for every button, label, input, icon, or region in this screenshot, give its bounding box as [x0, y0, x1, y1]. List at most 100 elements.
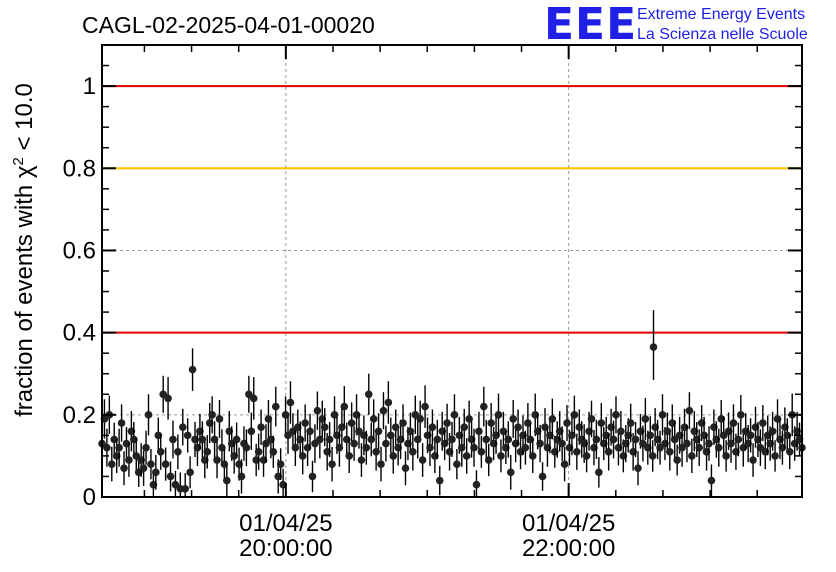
data-point — [247, 427, 256, 436]
data-point — [291, 443, 300, 452]
data-point — [298, 452, 307, 460]
data-point — [521, 443, 530, 452]
data-point — [421, 402, 429, 411]
data-point — [372, 448, 380, 456]
data-point — [695, 443, 704, 452]
data-point — [548, 415, 557, 423]
y-tick-label: 0.6 — [63, 237, 96, 264]
data-point — [482, 435, 491, 444]
data-point — [316, 435, 324, 444]
data-point — [592, 435, 601, 444]
data-point — [306, 427, 314, 436]
data-point — [475, 427, 483, 436]
data-point — [558, 439, 566, 448]
data-point — [156, 448, 165, 456]
data-point — [144, 411, 153, 419]
data-point — [771, 452, 779, 460]
data-point — [330, 411, 339, 419]
data-point — [746, 431, 755, 440]
data-point — [125, 456, 133, 464]
data-point — [658, 411, 667, 419]
data-point — [587, 415, 596, 423]
data-point — [768, 427, 777, 436]
data-point — [506, 468, 515, 477]
data-point — [648, 452, 657, 460]
data-point — [210, 435, 219, 444]
data-point — [115, 443, 123, 452]
data-point — [453, 460, 461, 468]
data-point — [573, 448, 581, 456]
data-point — [418, 456, 427, 464]
data-point — [595, 468, 603, 477]
data-point — [281, 411, 290, 419]
data-point — [497, 452, 505, 460]
data-point — [232, 435, 241, 444]
data-point — [399, 419, 407, 427]
data-point — [504, 435, 513, 444]
data-point — [465, 415, 473, 423]
data-point — [166, 472, 175, 481]
data-point — [384, 398, 393, 407]
data-point — [462, 452, 471, 460]
data-point — [120, 464, 128, 473]
data-point — [563, 419, 571, 427]
data-point — [734, 435, 743, 444]
data-point — [364, 390, 373, 399]
data-point — [286, 398, 295, 407]
x-tick-date-label: 01/04/25 — [239, 510, 332, 537]
x-tick-time-label: 22:00:00 — [522, 535, 615, 562]
data-point — [688, 452, 696, 460]
data-point — [484, 456, 493, 464]
data-point — [477, 448, 486, 456]
data-point — [785, 448, 794, 456]
data-point — [470, 443, 478, 452]
data-point — [276, 460, 285, 468]
data-point — [759, 419, 767, 427]
data-point — [308, 472, 317, 481]
data-point — [213, 456, 221, 464]
data-point — [536, 439, 544, 448]
data-point — [147, 460, 155, 468]
data-point — [433, 435, 442, 444]
data-point — [181, 484, 190, 493]
data-point — [369, 415, 378, 423]
logo-mark: EEE — [544, 0, 637, 50]
data-point — [345, 452, 354, 460]
y-axis-label: fraction of events with χ2 < 10.0 — [10, 83, 38, 417]
data-point — [426, 443, 434, 452]
data-point — [457, 443, 466, 452]
data-point — [382, 439, 390, 448]
data-point — [729, 419, 738, 427]
data-point — [242, 443, 251, 452]
data-point — [249, 394, 258, 403]
data-point — [528, 452, 537, 460]
data-point — [509, 415, 517, 423]
data-point — [560, 460, 569, 468]
y-tick-label: 0.2 — [63, 402, 96, 429]
data-point — [313, 406, 322, 415]
logo-line-1: Extreme Energy Events — [637, 6, 805, 23]
data-point — [174, 448, 182, 456]
data-point — [389, 452, 398, 460]
data-point — [161, 460, 170, 468]
data-point — [666, 448, 674, 456]
data-point — [139, 464, 148, 473]
data-point — [707, 476, 716, 485]
data-point — [362, 443, 371, 452]
data-point — [749, 456, 757, 464]
data-point — [103, 443, 111, 452]
data-point — [328, 460, 336, 468]
data-point — [409, 448, 417, 456]
data-point — [401, 464, 410, 473]
data-point — [514, 423, 522, 431]
data-point — [705, 439, 713, 448]
data-point — [604, 448, 613, 456]
data-point — [443, 419, 451, 427]
data-point — [391, 423, 400, 431]
data-point — [254, 448, 263, 456]
data-point — [641, 415, 650, 423]
chart-title: CAGL-02-2025-04-01-00020 — [82, 12, 375, 38]
data-point — [107, 460, 116, 468]
data-point — [223, 476, 231, 485]
